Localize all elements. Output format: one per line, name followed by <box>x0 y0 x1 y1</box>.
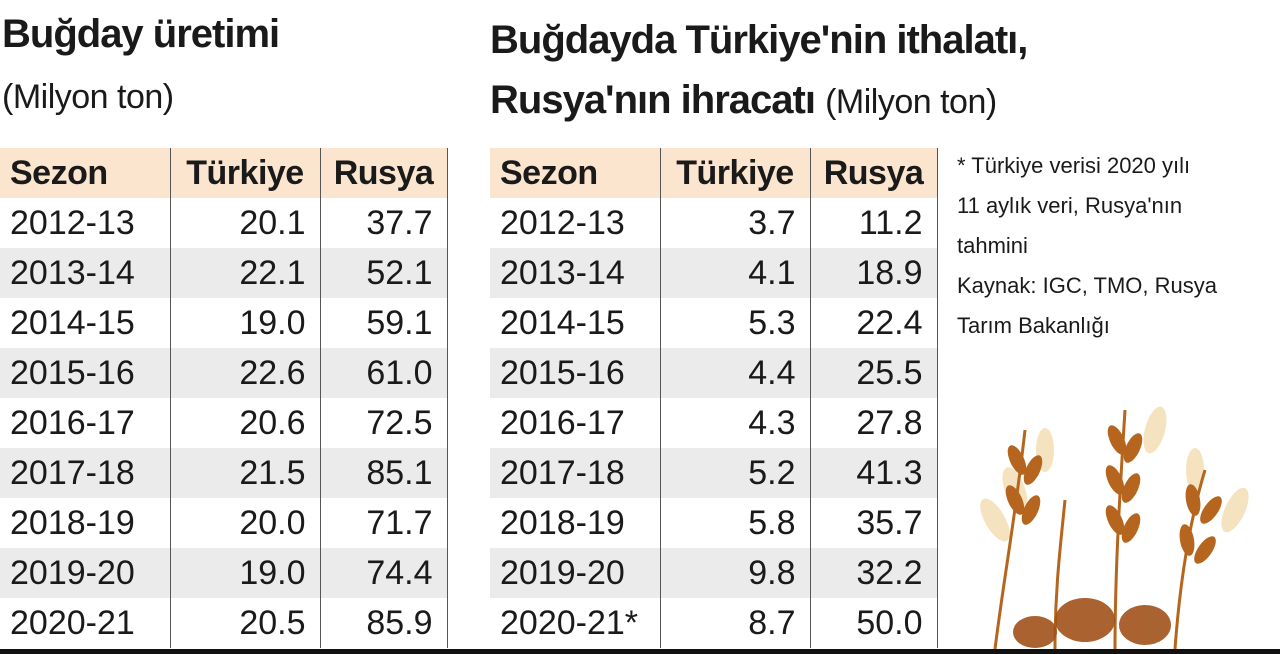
value-cell: 4.1 <box>660 248 811 298</box>
value-cell: 9.8 <box>660 548 811 598</box>
season-cell: 2014-15 <box>490 298 661 348</box>
value-cell: 8.7 <box>660 598 811 648</box>
value-cell: 19.0 <box>170 548 321 598</box>
value-cell: 20.0 <box>170 498 321 548</box>
right-title-line2: Rusya'nın ihracatı <box>490 78 816 122</box>
season-cell: 2013-14 <box>490 248 661 298</box>
season-cell: 2018-19 <box>0 498 171 548</box>
table-row: 2018-19 5.8 35.7 <box>490 498 938 548</box>
season-cell: 2019-20 <box>490 548 661 598</box>
table-row: 2019-20 19.0 74.4 <box>0 548 448 598</box>
column-header: Sezon <box>490 148 661 198</box>
value-cell: 4.4 <box>660 348 811 398</box>
season-cell: 2012-13 <box>0 198 171 248</box>
bottom-rule <box>0 649 1280 654</box>
table-row: 2020-21 20.5 85.9 <box>0 598 448 648</box>
value-cell: 22.6 <box>170 348 321 398</box>
note-line: tahmini <box>957 233 1028 258</box>
value-cell: 18.9 <box>810 248 938 298</box>
value-cell: 20.6 <box>170 398 321 448</box>
header-row: Sezon Türkiye Rusya <box>490 148 938 198</box>
data-table: Sezon Türkiye Rusya 2012-13 3.7 11.2 2013-14 4.… <box>490 148 938 648</box>
season-cell: 2016-17 <box>490 398 661 448</box>
value-cell: 21.5 <box>170 448 321 498</box>
value-cell: 22.1 <box>170 248 321 298</box>
table-row: 2013-14 22.1 52.1 <box>0 248 448 298</box>
value-cell: 27.8 <box>810 398 938 448</box>
table-row: 2020-21* 8.7 50.0 <box>490 598 938 648</box>
value-cell: 72.5 <box>320 398 448 448</box>
table-row: 2016-17 4.3 27.8 <box>490 398 938 448</box>
season-cell: 2020-21* <box>490 598 661 648</box>
note-line: 11 aylık veri, Rusya'nın <box>957 193 1183 218</box>
header-row: Sezon Türkiye Rusya <box>0 148 448 198</box>
table-row: 2014-15 5.3 22.4 <box>490 298 938 348</box>
season-cell: 2018-19 <box>490 498 661 548</box>
season-cell: 2017-18 <box>0 448 171 498</box>
season-cell: 2014-15 <box>0 298 171 348</box>
right-title-line2-wrap: Rusya'nın ihracatı (Milyon ton) <box>490 78 997 123</box>
right-title-line1: Buğdayda Türkiye'nin ithalatı, <box>490 18 1028 62</box>
value-cell: 37.7 <box>320 198 448 248</box>
column-header: Türkiye <box>660 148 811 198</box>
season-cell: 2019-20 <box>0 548 171 598</box>
note: * Türkiye verisi 2020 yılı 11 aylık veri,… <box>957 146 1217 346</box>
season-cell: 2016-17 <box>0 398 171 448</box>
season-cell: 2015-16 <box>490 348 661 398</box>
note-line: * Türkiye verisi 2020 yılı <box>957 153 1191 178</box>
table-row: 2018-19 20.0 71.7 <box>0 498 448 548</box>
table-row: 2015-16 4.4 25.5 <box>490 348 938 398</box>
note-line: Tarım Bakanlığı <box>957 313 1110 338</box>
table-row: 2012-13 3.7 11.2 <box>490 198 938 248</box>
table-row: 2012-13 20.1 37.7 <box>0 198 448 248</box>
value-cell: 85.9 <box>320 598 448 648</box>
value-cell: 19.0 <box>170 298 321 348</box>
left-title: Buğday üretimi <box>2 12 280 56</box>
value-cell: 52.1 <box>320 248 448 298</box>
column-header: Rusya <box>810 148 938 198</box>
value-cell: 71.7 <box>320 498 448 548</box>
wheat-illustration <box>980 406 1249 649</box>
value-cell: 4.3 <box>660 398 811 448</box>
value-cell: 20.5 <box>170 598 321 648</box>
value-cell: 5.3 <box>660 298 811 348</box>
table-row: 2013-14 4.1 18.9 <box>490 248 938 298</box>
value-cell: 5.2 <box>660 448 811 498</box>
value-cell: 11.2 <box>810 198 938 248</box>
left-unit: (Milyon ton) <box>2 78 174 116</box>
table-row: 2017-18 21.5 85.1 <box>0 448 448 498</box>
value-cell: 41.3 <box>810 448 938 498</box>
value-cell: 20.1 <box>170 198 321 248</box>
season-cell: 2012-13 <box>490 198 661 248</box>
value-cell: 35.7 <box>810 498 938 548</box>
right-unit: (Milyon ton) <box>825 83 997 121</box>
table-row: 2016-17 20.6 72.5 <box>0 398 448 448</box>
value-cell: 59.1 <box>320 298 448 348</box>
table-row: 2014-15 19.0 59.1 <box>0 298 448 348</box>
data-table: Sezon Türkiye Rusya 2012-13 20.1 37.7 2013-14 2… <box>0 148 448 648</box>
season-cell: 2013-14 <box>0 248 171 298</box>
column-header: Rusya <box>320 148 448 198</box>
value-cell: 5.8 <box>660 498 811 548</box>
table-row: 2015-16 22.6 61.0 <box>0 348 448 398</box>
value-cell: 61.0 <box>320 348 448 398</box>
column-header: Türkiye <box>170 148 321 198</box>
season-cell: 2017-18 <box>490 448 661 498</box>
value-cell: 50.0 <box>810 598 938 648</box>
value-cell: 85.1 <box>320 448 448 498</box>
season-cell: 2020-21 <box>0 598 171 648</box>
value-cell: 74.4 <box>320 548 448 598</box>
value-cell: 25.5 <box>810 348 938 398</box>
table-row: 2019-20 9.8 32.2 <box>490 548 938 598</box>
season-cell: 2015-16 <box>0 348 171 398</box>
value-cell: 32.2 <box>810 548 938 598</box>
column-header: Sezon <box>0 148 171 198</box>
value-cell: 3.7 <box>660 198 811 248</box>
value-cell: 22.4 <box>810 298 938 348</box>
note-line: Kaynak: IGC, TMO, Rusya <box>957 273 1218 298</box>
table-row: 2017-18 5.2 41.3 <box>490 448 938 498</box>
